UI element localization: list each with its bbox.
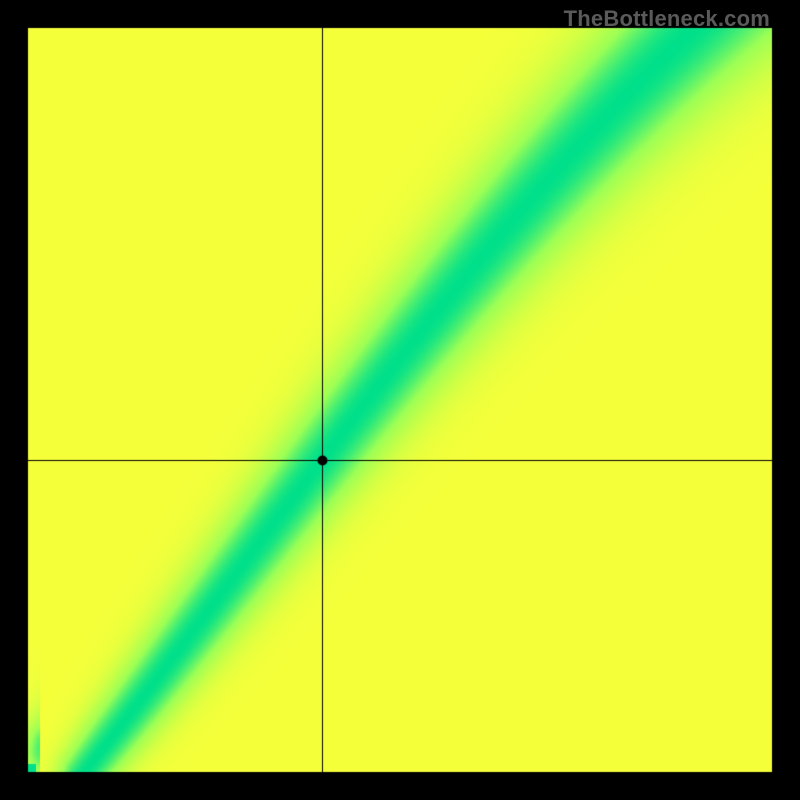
watermark-text: TheBottleneck.com [564, 6, 770, 32]
heatmap-canvas [0, 0, 800, 800]
chart-container: TheBottleneck.com [0, 0, 800, 800]
